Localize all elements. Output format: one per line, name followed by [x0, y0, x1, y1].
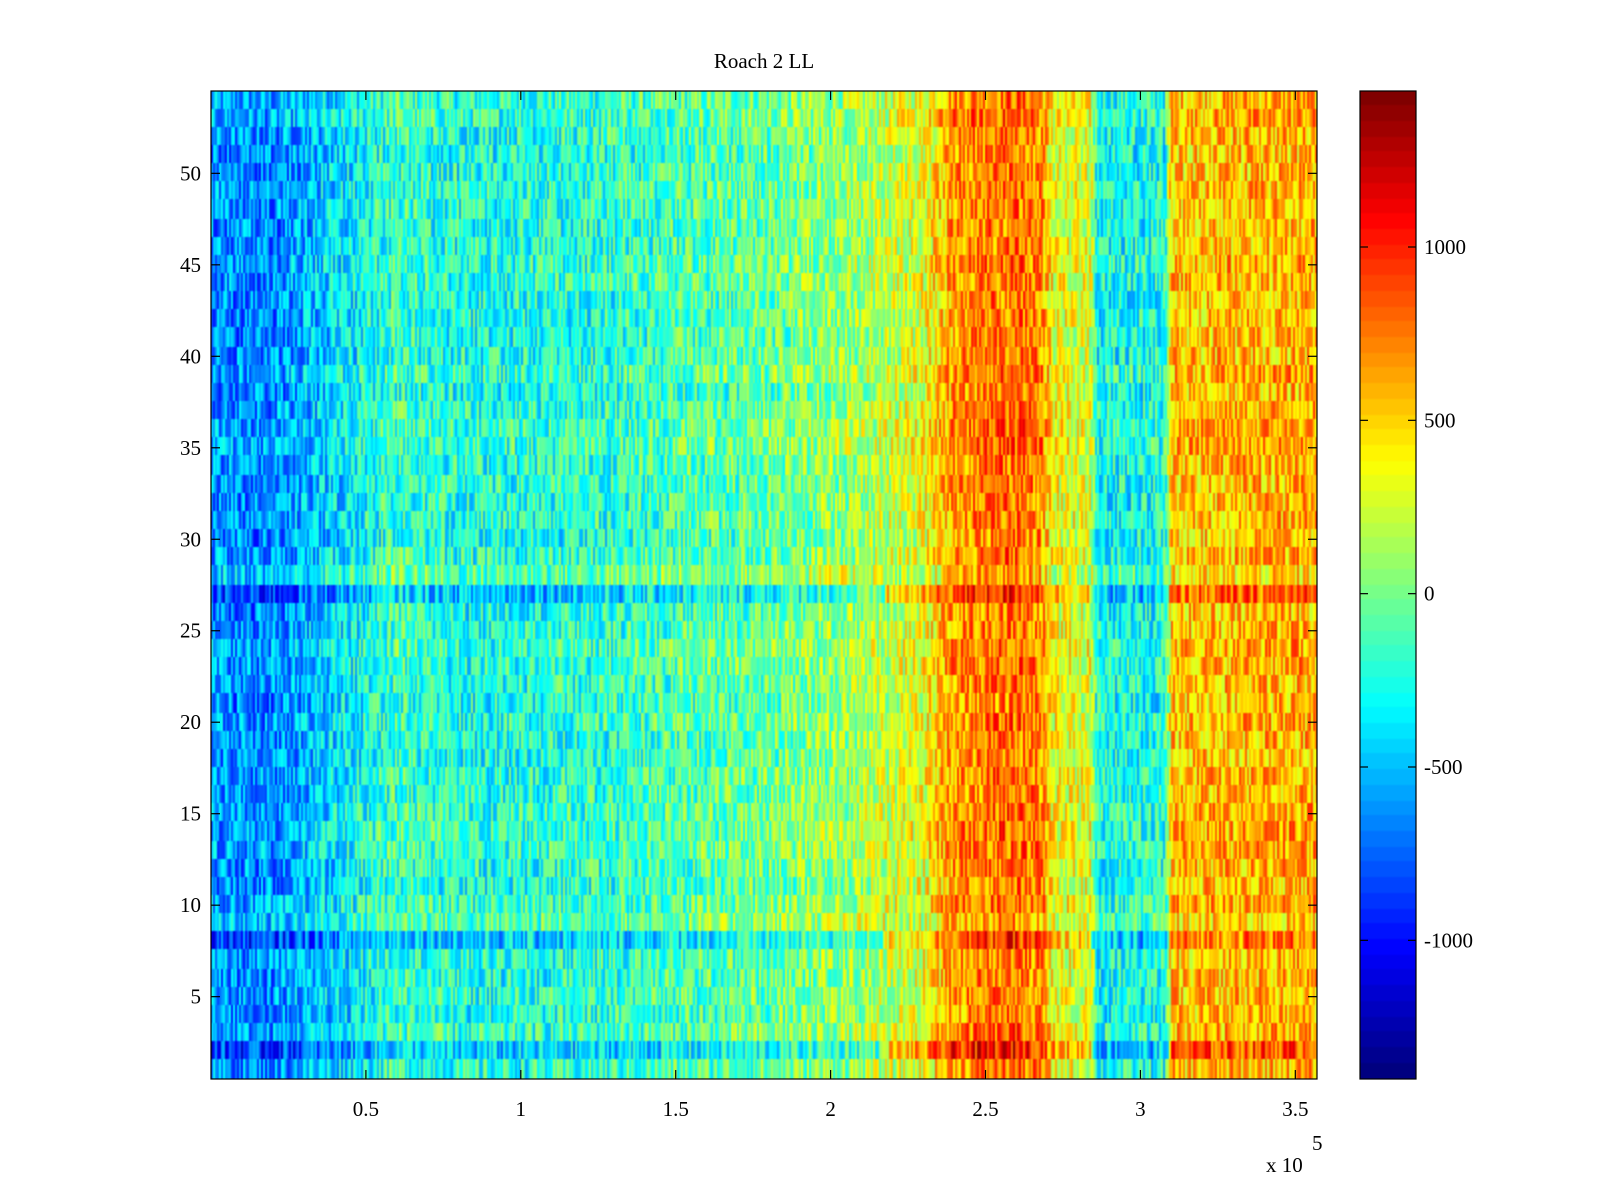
colorbar-frame [1359, 90, 1417, 1080]
x-tick-label: 3.5 [1282, 1097, 1308, 1121]
y-tick-label: 40 [180, 344, 201, 368]
x-axis-ticks: 0.5 1 1.5 2 2.5 3 3.5 [353, 91, 1308, 1121]
y-tick-label: 15 [180, 802, 201, 826]
x-tick-label: 0.5 [353, 1097, 379, 1121]
y-tick-label: 50 [180, 161, 201, 185]
y-axis-ticks: 5 10 15 20 25 30 35 40 45 50 [180, 161, 1317, 1009]
x-tick-label: 3 [1135, 1097, 1146, 1121]
colorbar-tick-label: -500 [1424, 755, 1463, 779]
heatmap-image [211, 91, 1317, 1079]
y-tick-label: 10 [180, 893, 201, 917]
y-tick-label: 20 [180, 710, 201, 734]
chart-title: Roach 2 LL [714, 49, 814, 73]
colorbar-tick-label: -1000 [1424, 928, 1473, 952]
y-tick-label: 35 [180, 436, 201, 460]
y-tick-label: 45 [180, 253, 201, 277]
colorbar-image [1360, 91, 1416, 1079]
y-tick-label: 30 [180, 527, 201, 551]
x-tick-label: 1.5 [663, 1097, 689, 1121]
x-multiplier-label: x 10 [1266, 1153, 1303, 1177]
plot-frame [210, 90, 1318, 1080]
colorbar-tick-label: 500 [1424, 408, 1456, 432]
colorbar-tick-label: 0 [1424, 582, 1435, 606]
colorbar-tick-label: 1000 [1424, 235, 1466, 259]
x-tick-label: 2 [825, 1097, 836, 1121]
x-multiplier-exponent: 5 [1312, 1131, 1323, 1155]
x-tick-label: 2.5 [972, 1097, 998, 1121]
x-tick-label: 1 [516, 1097, 527, 1121]
colorbar-ticks: 1000 500 0 -500 -1000 [1360, 235, 1473, 952]
y-tick-label: 25 [180, 619, 201, 643]
y-tick-label: 5 [191, 985, 202, 1009]
